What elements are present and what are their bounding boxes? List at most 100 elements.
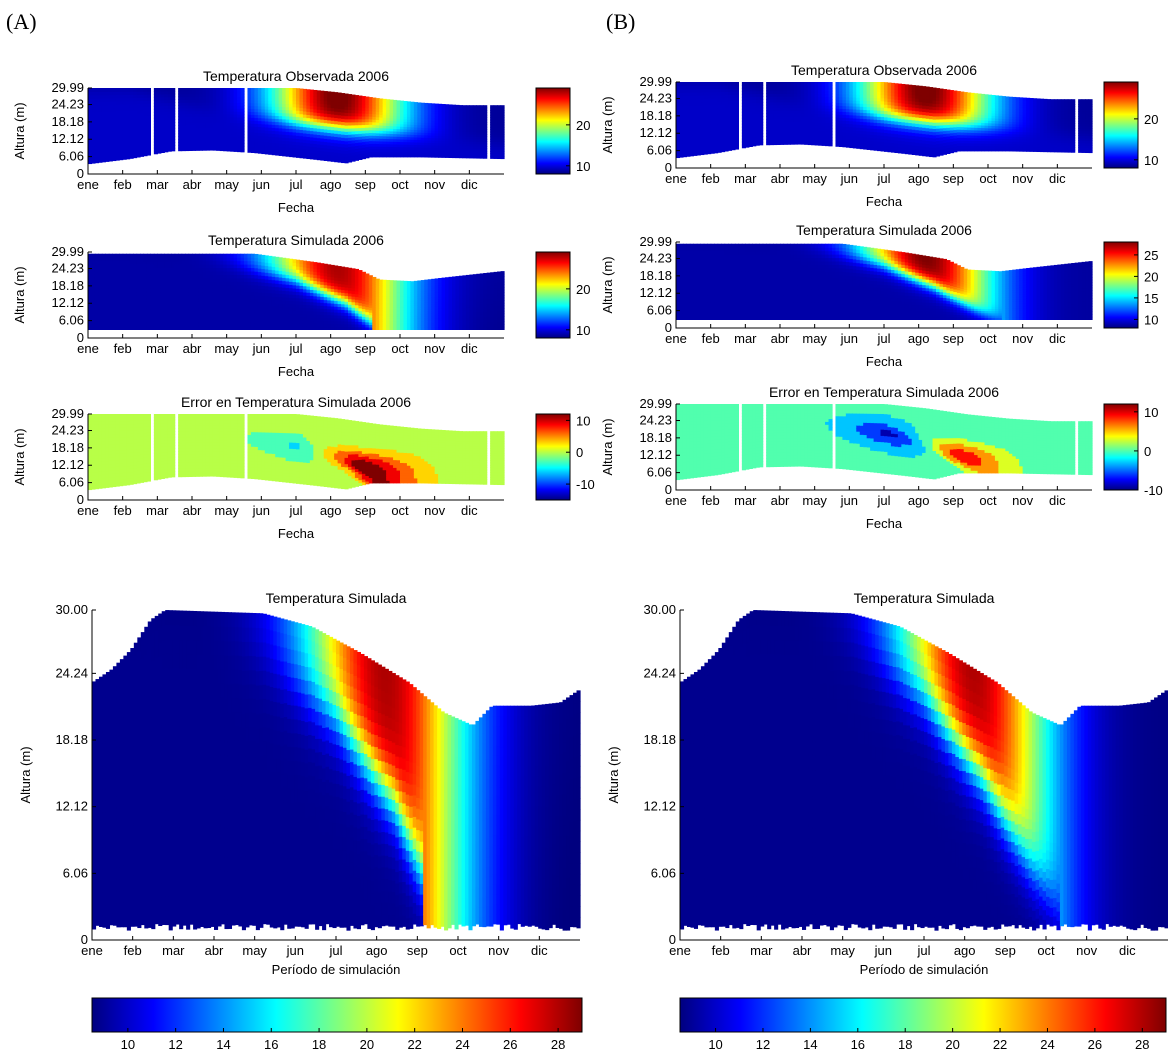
heatmap-cell xyxy=(171,267,175,271)
heatmap-cell xyxy=(105,292,109,296)
heatmap-cell xyxy=(161,316,165,320)
heatmap-cell xyxy=(303,89,307,93)
heatmap-cell xyxy=(202,274,206,278)
heatmap-cell xyxy=(154,274,158,278)
heatmap-cell xyxy=(109,278,113,282)
heatmap-cell xyxy=(88,143,92,147)
heatmap-cell xyxy=(147,288,151,292)
heatmap-cell xyxy=(265,88,269,92)
heatmap-cell xyxy=(254,299,258,303)
heatmap-cell xyxy=(227,312,231,316)
heatmap-cell xyxy=(199,326,203,330)
heatmap-cell xyxy=(157,274,161,278)
heatmap-cell xyxy=(123,257,127,261)
heatmap-cell xyxy=(206,295,210,299)
heatmap-cell xyxy=(168,326,172,330)
heatmap-cell xyxy=(182,323,186,327)
heatmap-cell xyxy=(265,255,269,259)
heatmap-cell xyxy=(216,302,220,306)
heatmap-cell xyxy=(244,305,248,309)
heatmap-cell xyxy=(147,326,151,330)
heatmap-cell xyxy=(137,278,141,282)
heatmap-cell xyxy=(143,302,147,306)
heatmap-cell xyxy=(223,271,227,275)
heatmap-cell xyxy=(168,281,172,285)
heatmap-cell xyxy=(126,281,130,285)
heatmap-cell xyxy=(220,254,224,258)
heatmap-cell xyxy=(143,267,147,271)
heatmap-cell xyxy=(112,271,116,275)
heatmap-cell xyxy=(223,288,227,292)
heatmap-cell xyxy=(154,288,158,292)
heatmap-cell xyxy=(331,92,335,96)
heatmap-cell xyxy=(234,309,238,313)
heatmap-cell xyxy=(254,281,258,285)
heatmap-cell xyxy=(189,309,193,313)
heatmap-cell xyxy=(247,264,251,268)
heatmap-cell xyxy=(206,323,210,327)
heatmap-cell xyxy=(317,90,321,94)
heatmap-cell xyxy=(234,326,238,330)
heatmap-cell xyxy=(171,274,175,278)
heatmap-cell xyxy=(88,261,92,265)
heatmap-cell xyxy=(213,288,217,292)
heatmap-cell xyxy=(202,298,206,302)
heatmap-cell xyxy=(195,278,199,282)
heatmap-cell xyxy=(195,326,199,330)
heatmap-cell xyxy=(199,257,203,261)
heatmap-cell xyxy=(334,92,338,96)
heatmap-cell xyxy=(202,323,206,327)
heatmap-cell xyxy=(164,323,168,327)
heatmap-cell xyxy=(133,292,137,296)
heatmap-cell xyxy=(241,312,245,316)
heatmap-cell xyxy=(116,88,120,92)
heatmap-cell xyxy=(189,302,193,306)
heatmap-cell xyxy=(126,323,130,327)
heatmap-cell xyxy=(126,285,130,289)
heatmap-cell xyxy=(88,274,92,278)
heatmap-cell xyxy=(95,257,99,261)
heatmap-cell xyxy=(206,316,210,320)
heatmap-cell xyxy=(105,281,109,285)
heatmap-cell xyxy=(147,305,151,309)
heatmap-cell xyxy=(164,316,168,320)
heatmap-cell xyxy=(268,266,272,270)
heatmap-cell xyxy=(182,316,186,320)
heatmap-cell xyxy=(154,254,158,258)
heatmap-cell xyxy=(237,88,241,91)
heatmap-cell xyxy=(123,302,127,306)
heatmap-cell xyxy=(476,105,480,108)
heatmap-cell xyxy=(244,267,248,271)
heatmap-cell xyxy=(105,278,109,282)
heatmap-cell xyxy=(91,146,95,150)
heatmap-cell xyxy=(407,281,411,284)
heatmap-cell xyxy=(123,326,127,330)
heatmap-cell xyxy=(244,323,248,327)
heatmap-cell xyxy=(154,292,158,296)
heatmap-cell xyxy=(119,323,123,327)
heatmap-cell xyxy=(209,267,213,271)
heatmap-cell xyxy=(102,264,106,268)
heatmap-cell xyxy=(161,285,165,289)
heatmap-cell xyxy=(185,295,189,299)
heatmap-cell xyxy=(164,305,168,309)
heatmap-cell xyxy=(102,98,106,102)
heatmap-cell xyxy=(168,316,172,320)
heatmap-cell xyxy=(154,264,158,268)
heatmap-cell xyxy=(157,88,161,92)
heatmap-cell xyxy=(161,278,165,282)
heatmap-cell xyxy=(161,281,165,285)
heatmap-cell xyxy=(254,278,258,282)
heatmap-cell xyxy=(102,305,106,309)
heatmap-cell xyxy=(182,261,186,265)
heatmap-cell xyxy=(95,326,99,330)
heatmap-cell xyxy=(251,264,255,268)
heatmap-cell xyxy=(175,267,179,271)
heatmap-cell xyxy=(345,94,349,98)
heatmap-cell xyxy=(213,264,217,268)
heatmap-cell xyxy=(234,295,238,299)
heatmap-cell xyxy=(112,88,116,92)
heatmap-cell xyxy=(189,285,193,289)
heatmap-cell xyxy=(88,278,92,282)
heatmap-cell xyxy=(123,271,127,275)
